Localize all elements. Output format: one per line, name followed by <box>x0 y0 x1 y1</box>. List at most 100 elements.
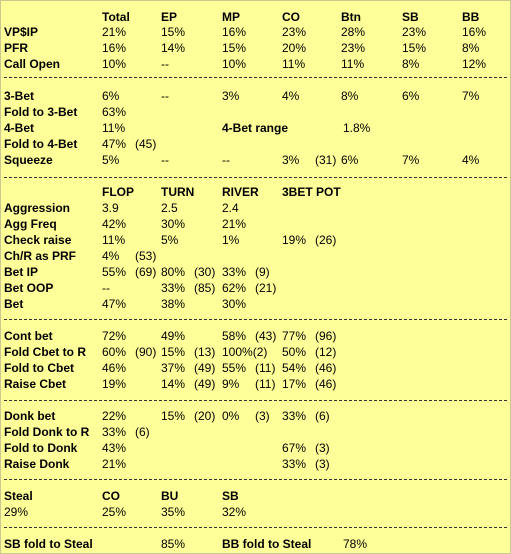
col-header-3bet-pot: 3BET POT <box>282 185 341 199</box>
stat-label: SB fold to Steal <box>4 537 93 551</box>
stat-row: Agg Freq 42% 30% 21% <box>1 216 510 232</box>
stat-value: -- <box>222 153 230 167</box>
col-header-river: RIVER <box>222 185 259 199</box>
stat-value: 35% <box>161 505 186 519</box>
col-header-co: CO <box>102 489 120 503</box>
stat-value: 62% <box>222 281 247 295</box>
stat-value: 4% <box>462 153 480 167</box>
col-header-bb: BB <box>462 10 480 24</box>
stat-label: Fold to 3-Bet <box>4 105 78 119</box>
stat-row: Bet 47% 38% 30% <box>1 296 510 312</box>
stat-value: 100%(2) <box>222 345 268 359</box>
stat-value: 78% <box>343 537 368 551</box>
stat-row: Donk bet 22% 15% (20) 0% (3) 33% (6) <box>1 408 510 424</box>
col-header-ep: EP <box>161 10 178 24</box>
stat-value: 5% <box>161 233 179 247</box>
stat-label: Agg Freq <box>4 217 57 231</box>
stat-value: (53) <box>135 249 157 263</box>
stat-value: 80% <box>161 265 186 279</box>
stat-value: 11% <box>341 57 365 71</box>
stat-value: 7% <box>462 89 480 103</box>
stat-label: Bet <box>4 297 24 311</box>
stat-label: Fold to Donk <box>4 441 78 455</box>
stat-value: 11% <box>102 121 126 135</box>
stat-value: 33% <box>222 265 247 279</box>
stat-value: (85) <box>194 281 216 295</box>
section-divider <box>4 77 507 78</box>
stat-value: 25% <box>102 505 127 519</box>
stat-value: (26) <box>315 233 337 247</box>
stat-value: -- <box>102 281 110 295</box>
col-header-mp: MP <box>222 10 240 24</box>
stat-value: 22% <box>102 409 127 423</box>
stat-row: Total EP MP CO Btn SB BB <box>1 9 510 25</box>
stat-value: (6) <box>315 409 330 423</box>
stat-value: 1% <box>222 233 240 247</box>
stat-value: 10% <box>102 57 127 71</box>
stat-value: -- <box>161 153 169 167</box>
stat-value: 21% <box>102 25 127 39</box>
stat-value: 43% <box>102 441 127 455</box>
stat-value: (6) <box>135 425 150 439</box>
stat-value: (11) <box>255 377 276 391</box>
stat-value: 10% <box>222 57 247 71</box>
stat-value: 30% <box>222 297 247 311</box>
stat-value: 16% <box>462 25 487 39</box>
stat-value: (30) <box>194 265 216 279</box>
stat-row: Call Open 10% -- 10% 11% 11% 8% 12% <box>1 56 510 72</box>
stat-value: 33% <box>282 409 307 423</box>
stat-value: (43) <box>255 329 277 343</box>
stat-value: 77% <box>282 329 307 343</box>
stat-label: 3-Bet <box>4 89 35 103</box>
stat-label: BB fold to Steal <box>222 537 312 551</box>
stat-value: 6% <box>402 89 420 103</box>
stat-label: Raise Donk <box>4 457 70 471</box>
stat-label: Aggression <box>4 201 71 215</box>
stat-value: (96) <box>315 329 337 343</box>
stat-value: 3% <box>222 89 240 103</box>
stat-row: Bet OOP -- 33% (85) 62% (21) <box>1 280 510 296</box>
col-header-total: Total <box>102 10 130 24</box>
stat-label: Fold Cbet to R <box>4 345 86 359</box>
col-header-sb: SB <box>402 10 419 24</box>
stat-value: 12% <box>462 57 487 71</box>
stat-value: (11) <box>255 361 276 375</box>
stat-value: 47% <box>102 297 127 311</box>
stat-value: 21% <box>102 457 127 471</box>
stat-value: 19% <box>102 377 127 391</box>
stat-value: 42% <box>102 217 127 231</box>
stat-value: 8% <box>341 89 359 103</box>
stat-value: 23% <box>341 41 366 55</box>
section-divider <box>4 479 507 480</box>
stat-value: 3.9 <box>102 201 119 215</box>
stat-row: Steal CO BU SB <box>1 488 510 504</box>
col-header-co: CO <box>282 10 300 24</box>
stat-value: (46) <box>315 361 337 375</box>
stat-value: (21) <box>255 281 277 295</box>
stat-value: 85% <box>161 537 186 551</box>
stat-value: 20% <box>282 41 307 55</box>
stat-value: 72% <box>102 329 127 343</box>
stat-label: Bet OOP <box>4 281 54 295</box>
stat-value: 11% <box>102 233 126 247</box>
stat-value: (45) <box>135 137 157 151</box>
stat-label: Donk bet <box>4 409 56 423</box>
stat-value: (3) <box>315 457 330 471</box>
stat-label: Bet IP <box>4 265 39 279</box>
stat-value: 8% <box>402 57 420 71</box>
stat-label: Cont bet <box>4 329 53 343</box>
stat-value: 8% <box>462 41 480 55</box>
stat-row: VP$IP 21% 15% 16% 23% 28% 23% 16% <box>1 24 510 40</box>
stat-row: Fold to 4-Bet 47% (45) <box>1 136 510 152</box>
col-header-sb: SB <box>222 489 239 503</box>
stat-value: 47% <box>102 137 127 151</box>
stat-value: 58% <box>222 329 247 343</box>
stat-label: Fold Donk to R <box>4 425 90 439</box>
stat-value: 15% <box>161 409 186 423</box>
stat-value: 60% <box>102 345 127 359</box>
stat-value: 15% <box>161 345 186 359</box>
stat-value: (9) <box>255 265 270 279</box>
stat-value: 33% <box>161 281 186 295</box>
stat-value: 19% <box>282 233 307 247</box>
stat-value: 63% <box>102 105 127 119</box>
